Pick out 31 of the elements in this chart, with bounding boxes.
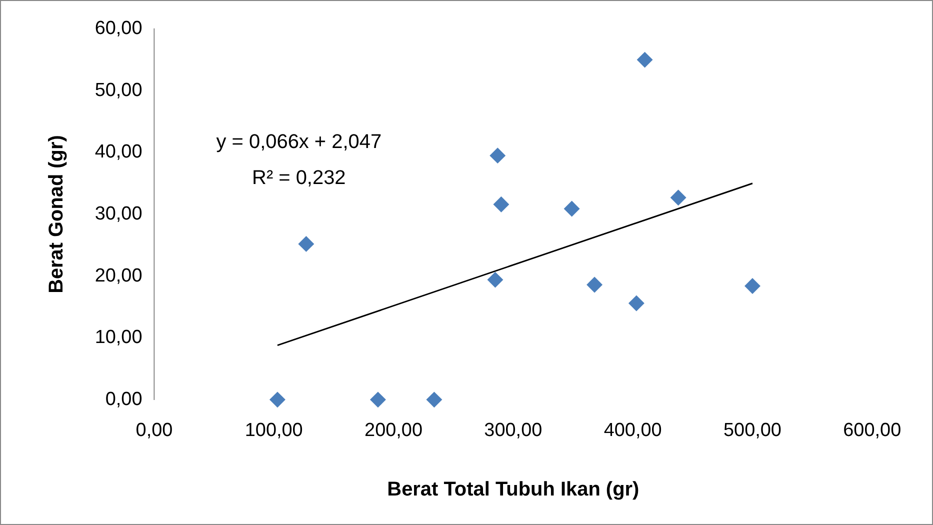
point [564, 200, 580, 217]
x-tick-label: 400,00 [604, 420, 662, 442]
y-tick-label: 30,00 [94, 204, 142, 224]
annotation: y = 0,066x + 2,047 [216, 130, 382, 153]
y-tick-label: 10,00 [94, 327, 142, 348]
point [490, 148, 506, 164]
point [628, 295, 644, 312]
y-tick-label: 60,00 [94, 18, 142, 40]
y-tick-label: 20,00 [94, 265, 142, 286]
y-tick-label: 0,00 [105, 388, 142, 410]
point [744, 278, 760, 294]
y-tick-label: 40,00 [94, 142, 142, 163]
y-axis-title: Berat Gonad (gr) [45, 135, 68, 294]
point [370, 392, 386, 408]
point [670, 190, 686, 206]
x-tick-label: 200,00 [364, 420, 423, 442]
x-tick-label: 100,00 [244, 420, 303, 442]
point [636, 52, 653, 68]
point [269, 392, 286, 408]
x-tick-label: 600,00 [843, 420, 902, 442]
x-tick-label: 0,00 [136, 420, 173, 442]
x-tick-label: 500,00 [723, 420, 782, 442]
x-axis-title: Berat Total Tubuh Ikan (gr) [387, 478, 640, 501]
y-tick-label: 50,00 [94, 80, 142, 101]
x-tick-label: 300,00 [484, 420, 542, 442]
point [493, 196, 510, 212]
annotation: R² = 0,232 [252, 166, 346, 189]
point [586, 276, 603, 293]
point [426, 392, 442, 408]
point [298, 236, 314, 252]
point [487, 272, 504, 288]
